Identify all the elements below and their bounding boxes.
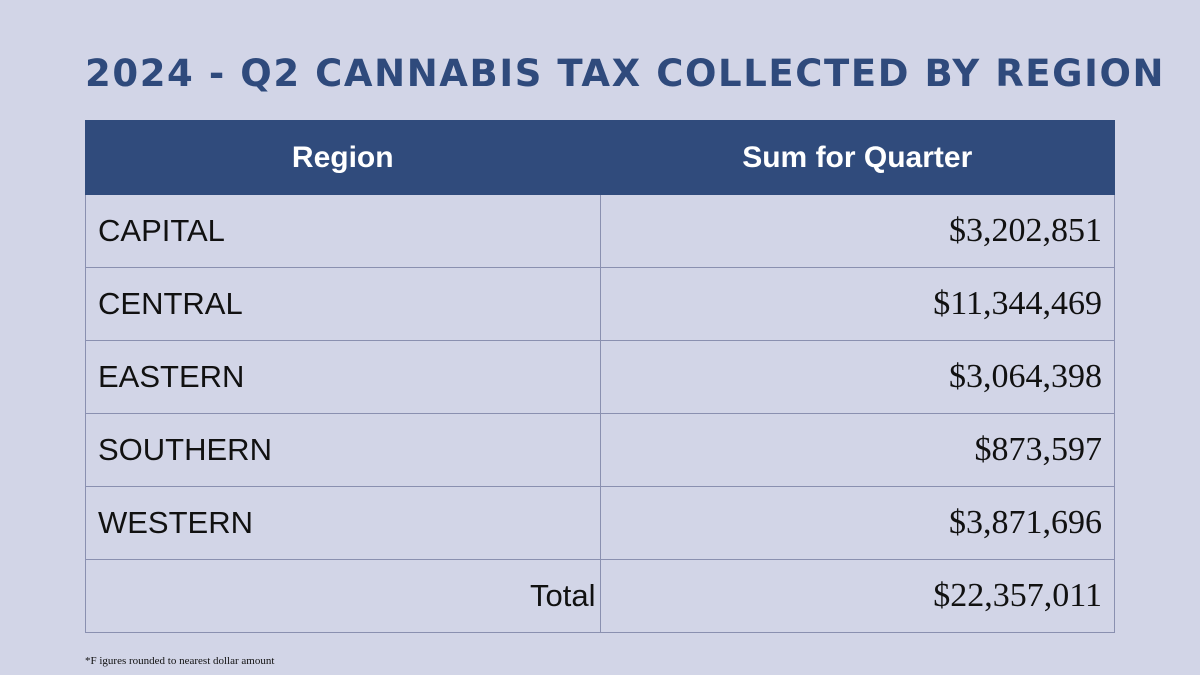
row: EASTERN $3,064,398 [85,340,1115,414]
total-row: Total $22,357,011 [85,559,1115,633]
region-cell: SOUTHERN [85,413,601,487]
row: CAPITAL $3,202,851 [85,194,1115,268]
total-label: Total [85,559,601,633]
row: CENTRAL $11,344,469 [85,267,1115,341]
row: SOUTHERN $873,597 [85,413,1115,487]
amount-cell: $3,064,398 [599,340,1115,414]
header-row: Region Sum for Quarter [85,120,1115,195]
region-cell: EASTERN [85,340,601,414]
table-head: Region Sum for Quarter [85,120,1115,195]
footnote: *F igures rounded to nearest dollar amou… [85,655,275,667]
amount-cell: $873,597 [599,413,1115,487]
region-cell: CAPITAL [85,194,601,268]
amount-cell: $3,871,696 [599,486,1115,560]
row: WESTERN $3,871,696 [85,486,1115,560]
amount-cell: $11,344,469 [599,267,1115,341]
header-cell: Sum for Quarter [599,120,1115,195]
title: 2024 - Q2 CANNABIS TAX COLLECTED BY REGI… [85,52,1166,95]
amount-cell: $3,202,851 [599,194,1115,268]
tax-table: Region Sum for Quarter CAPITAL $3,202,851… [85,120,1115,633]
total-value: $22,357,011 [599,559,1115,633]
region-cell: WESTERN [85,486,601,560]
region-cell: CENTRAL [85,267,601,341]
header-cell: Region [85,120,601,195]
table-body: CAPITAL $3,202,851 CENTRAL $11,344,469 EASTE… [85,194,1115,633]
